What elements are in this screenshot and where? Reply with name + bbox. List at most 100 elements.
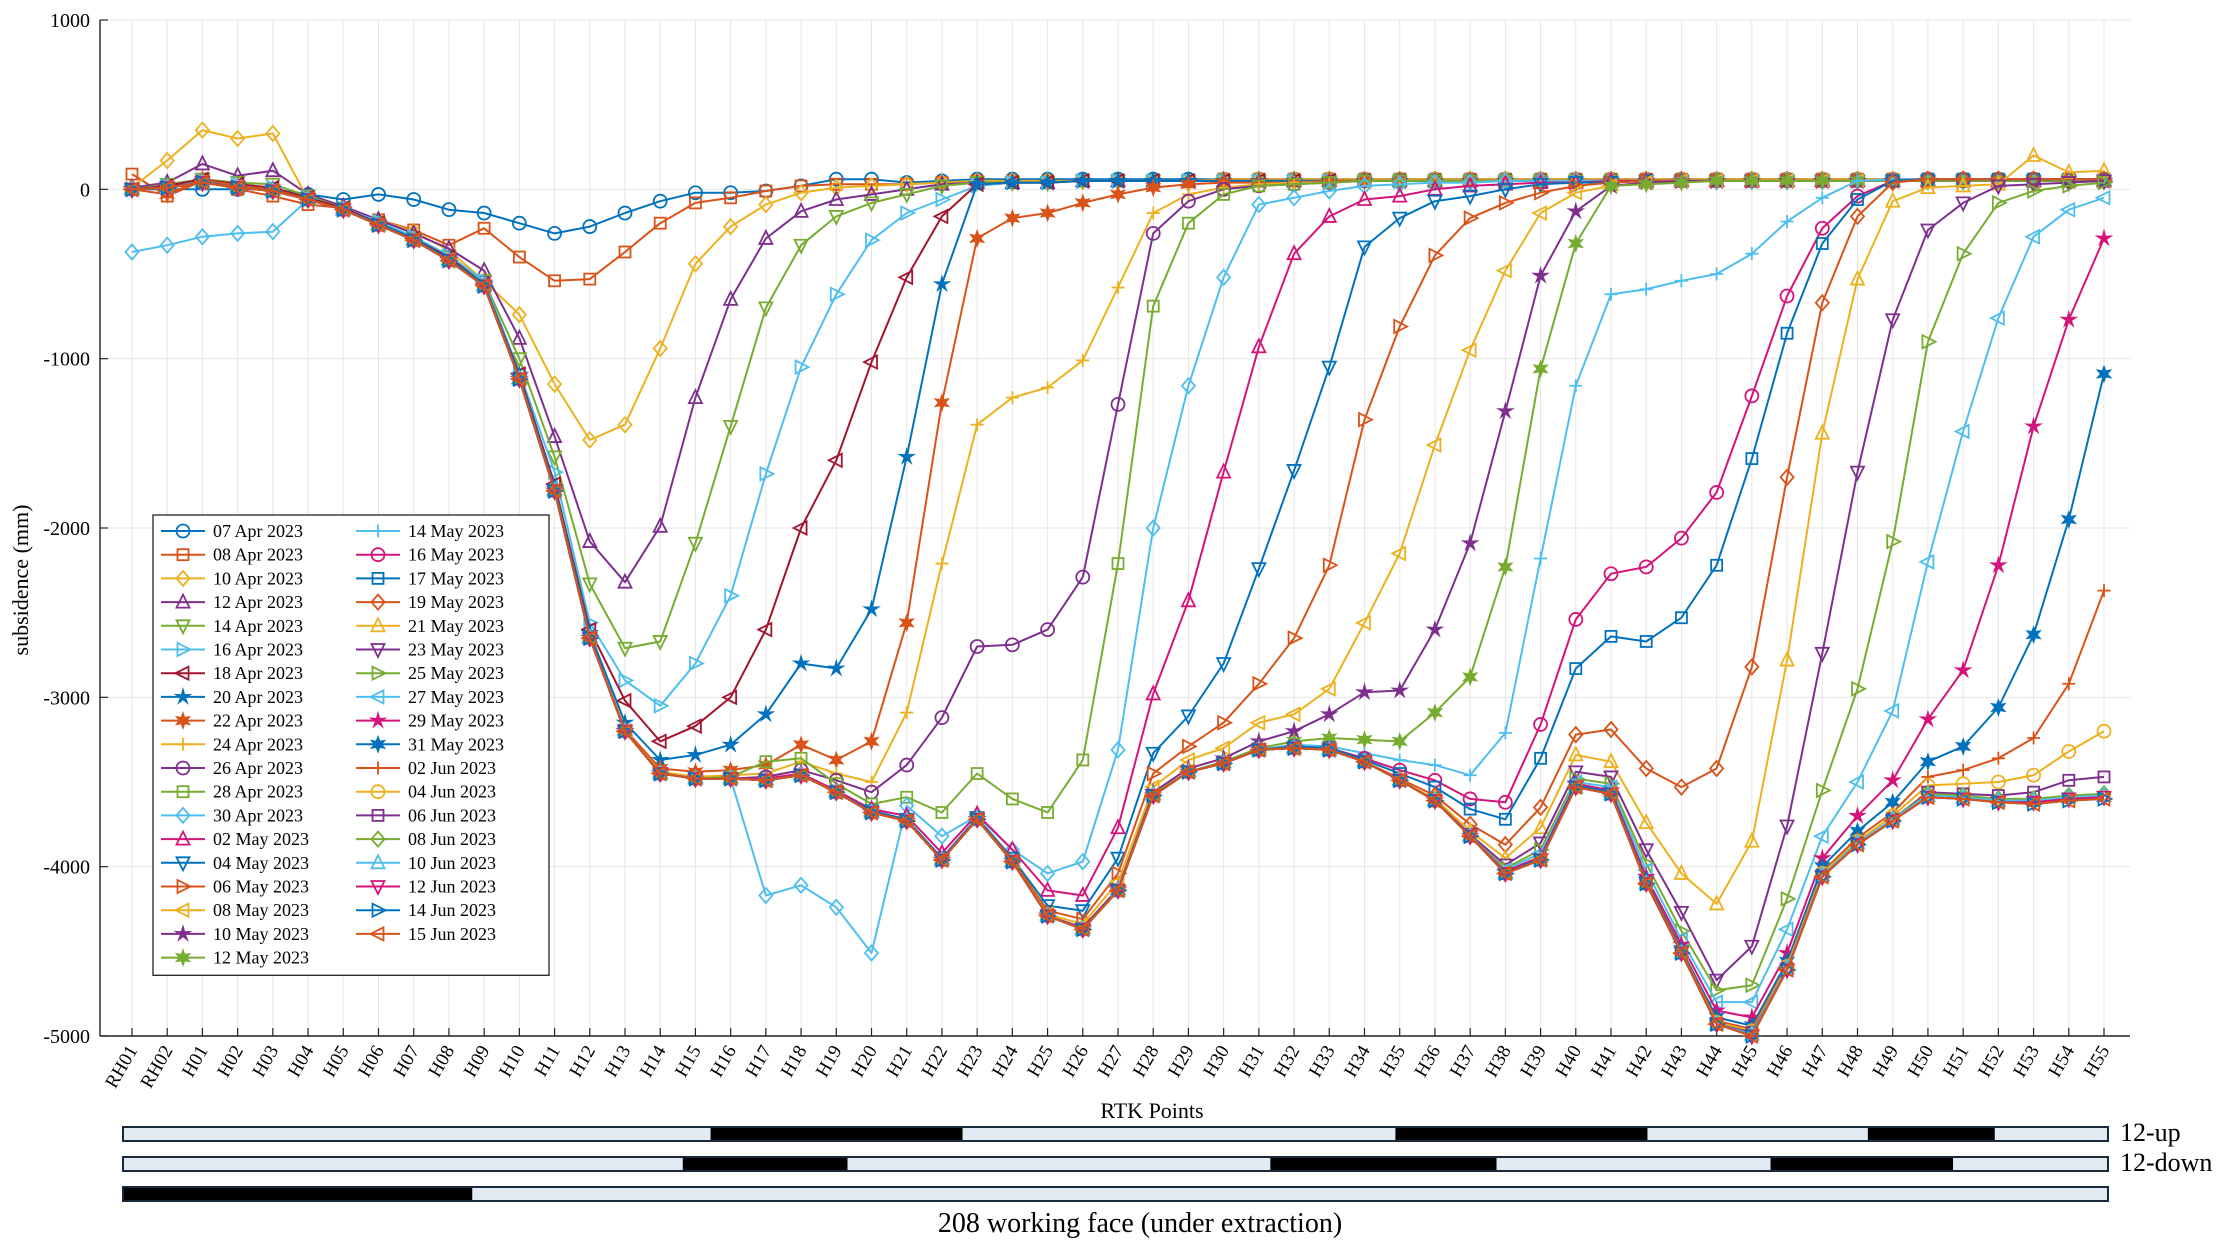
data-point (758, 195, 774, 214)
x-tick-label: H22 (918, 1042, 953, 1081)
legend-item: 23 May 2023 (356, 640, 504, 660)
data-point (173, 687, 193, 705)
data-point (122, 181, 139, 198)
data-point (1532, 359, 1549, 379)
data-point (652, 193, 668, 209)
data-point (757, 228, 774, 245)
data-point (1322, 557, 1339, 574)
data-point (368, 710, 388, 729)
legend-item: 30 Apr 2023 (161, 805, 303, 825)
data-point (687, 254, 704, 273)
data-point (828, 210, 845, 226)
data-point (441, 202, 457, 218)
data-point (688, 185, 703, 201)
data-point (1532, 818, 1549, 835)
data-point (1603, 566, 1619, 582)
data-point (369, 734, 387, 754)
data-point (176, 737, 190, 751)
x-tick-label: H25 (1023, 1042, 1058, 1081)
y-tick-label: -2000 (43, 518, 90, 540)
data-point (1075, 569, 1091, 585)
extracted-segment (1867, 1127, 1995, 1141)
data-point (759, 755, 773, 769)
data-point (1215, 657, 1232, 673)
data-point (511, 328, 528, 345)
data-point (1358, 411, 1375, 428)
legend-item: 02 Jun 2023 (356, 758, 496, 778)
extracted-segment (710, 1127, 963, 1141)
data-point (1744, 388, 1760, 404)
data-point (173, 924, 193, 942)
x-tick-label: H06 (354, 1042, 389, 1081)
data-point (791, 767, 808, 784)
data-point (900, 790, 914, 804)
data-point (439, 252, 456, 269)
data-point (1885, 173, 1901, 192)
data-point (1284, 740, 1301, 757)
data-point (175, 760, 191, 776)
y-tick-label: -1000 (43, 349, 90, 371)
x-axis-label: RTK Points (1100, 1098, 1203, 1123)
data-point (1110, 851, 1126, 868)
data-point (1638, 759, 1654, 778)
legend-item: 14 Jun 2023 (356, 900, 496, 920)
legend-item: 08 Jun 2023 (356, 829, 496, 849)
legend-item: 14 May 2023 (356, 521, 504, 541)
data-point (722, 289, 739, 306)
unextracted-segment (123, 1157, 683, 1171)
data-point (899, 175, 915, 194)
data-point (1182, 738, 1198, 755)
unextracted-segment (1953, 1157, 2108, 1171)
data-point (1251, 195, 1267, 214)
legend-label: 12 May 2023 (213, 948, 309, 968)
data-point (1110, 740, 1126, 759)
x-tick-label: H50 (1904, 1042, 1939, 1081)
legend-item: 07 Apr 2023 (161, 521, 303, 541)
data-point (371, 902, 388, 919)
data-point (1777, 962, 1794, 978)
data-point (1709, 485, 1725, 500)
data-point (368, 216, 385, 233)
data-point (791, 653, 811, 672)
unextracted-segment (472, 1187, 2108, 1201)
data-point (1145, 684, 1162, 701)
x-tick-label: H18 (777, 1042, 812, 1081)
data-point (1708, 171, 1725, 191)
data-point (545, 482, 561, 499)
data-point (1988, 555, 2008, 574)
data-point (1319, 741, 1336, 758)
legend-label: 16 Apr 2023 (213, 640, 303, 660)
data-point (1319, 680, 1336, 697)
data-point (1990, 698, 2007, 717)
data-point (969, 812, 986, 829)
legend-label: 14 Apr 2023 (213, 616, 303, 636)
data-point (582, 431, 598, 449)
x-tick-label: H29 (1164, 1042, 1199, 1081)
x-tick-label: H48 (1833, 1042, 1868, 1081)
data-point (967, 174, 987, 193)
data-point (1497, 182, 1514, 199)
data-point (1708, 894, 1725, 911)
x-tick-label: H20 (847, 1042, 882, 1081)
data-point (863, 196, 880, 213)
data-point (793, 201, 810, 218)
extracted-segment (1270, 1157, 1497, 1171)
data-point (1533, 717, 1548, 732)
data-point (1779, 468, 1795, 487)
data-point (1710, 558, 1724, 572)
data-point (1849, 207, 1866, 226)
data-point (1884, 191, 1901, 208)
data-point (793, 876, 809, 895)
data-point (898, 188, 915, 204)
data-point (1076, 353, 1090, 367)
data-point (617, 572, 633, 589)
data-point (1779, 650, 1796, 667)
unextracted-segment (1496, 1157, 1771, 1171)
legend-item: 19 May 2023 (356, 592, 504, 612)
data-point (176, 785, 190, 799)
data-point (371, 187, 386, 202)
data-point (1497, 867, 1514, 883)
data-point (723, 185, 739, 201)
data-point (1954, 736, 1972, 756)
data-point (370, 830, 386, 848)
